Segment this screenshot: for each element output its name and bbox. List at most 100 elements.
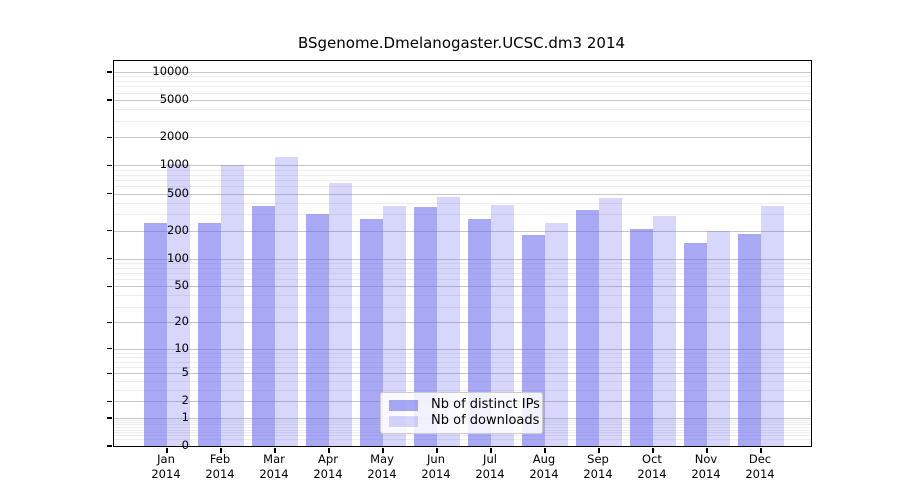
y-tick-mark [107,164,113,167]
x-tick-mark [490,447,492,453]
gridline-major [114,258,811,260]
gridline-minor [114,86,811,88]
x-tick-label-may: May 2014 [367,452,397,481]
x-tick-label-dec: Dec 2014 [745,452,775,481]
y-tick-label: 20 [174,314,189,329]
gridline-minor [114,295,811,297]
x-tick-mark [166,447,168,453]
x-tick-label-jul: Jul 2014 [475,452,505,481]
bar-downloads-mar [275,157,299,446]
y-tick-mark [107,257,113,260]
bar-downloads-apr [329,182,353,446]
y-tick-mark [107,192,113,195]
legend: Nb of distinct IPs Nb of downloads [380,392,543,434]
bar-distinct-ips-apr [306,214,330,446]
gridline-minor [114,267,811,269]
gridline-minor [114,389,811,391]
y-tick-label: 200 [167,222,189,237]
legend-label-distinct-ips: Nb of distinct IPs [431,397,540,412]
bar-downloads-sep [599,197,623,446]
x-tick-label-jun: Jun 2014 [421,452,451,481]
bar-downloads-aug [545,223,569,446]
x-tick-label-nov: Nov 2014 [691,452,721,481]
gridline-major [114,286,811,288]
y-tick-mark [107,400,113,403]
y-tick-mark [107,445,113,447]
gridline-minor [114,202,811,204]
gridline-minor [114,435,811,437]
chart-title: BSgenome.Dmelanogaster.UCSC.dm3 2014 [297,34,626,52]
x-tick-label-aug: Aug 2014 [529,452,559,481]
x-tick-mark [598,447,600,453]
y-tick-label: 1 [181,409,189,424]
gridline-minor [114,279,811,281]
y-tick-mark [107,136,113,139]
gridline-minor [114,306,811,308]
x-tick-label-apr: Apr 2014 [313,452,343,481]
legend-item-distinct-ips: Nb of distinct IPs [389,398,540,412]
y-tick-label: 5 [181,365,189,380]
y-tick-mark [107,71,113,73]
gridline-major [114,100,811,102]
y-tick-label: 500 [167,185,189,200]
y-tick-label: 50 [174,278,189,293]
gridline-minor [114,179,811,181]
y-tick-label: 10000 [152,63,189,78]
bar-distinct-ips-mar [252,205,276,446]
bar-downloads-jul [491,205,515,446]
x-tick-mark [652,447,654,453]
gridline-minor [114,109,811,111]
bar-distinct-ips-jul [468,219,492,446]
gridline-minor [114,174,811,176]
gridline-minor [114,380,811,382]
gridline-minor [114,361,811,363]
gridline-minor [114,214,811,216]
bar-distinct-ips-may [360,218,384,446]
gridline-minor [114,81,811,83]
x-tick-label-sep: Sep 2014 [583,452,613,481]
y-tick-label: 10 [174,340,189,355]
gridline-minor [114,76,811,78]
y-tick-label: 100 [167,250,189,265]
bar-downloads-feb [221,165,245,446]
gridline-minor [114,262,811,264]
gridline-minor [114,169,811,171]
x-tick-label-oct: Oct 2014 [637,452,667,481]
bar-distinct-ips-feb [198,223,222,446]
bar-downloads-jan [167,163,191,446]
downloads-swatch [389,415,418,427]
gridline-major [114,71,811,73]
bar-downloads-dec [761,206,785,446]
bar-downloads-oct [653,215,677,446]
gridline-minor [114,356,811,358]
gridline-major [114,165,811,167]
gridline-minor [114,366,811,368]
y-tick-mark [107,285,113,288]
bar-downloads-jun [437,196,461,446]
gridline-minor [114,272,811,274]
gridline-minor [114,92,811,94]
x-tick-mark [382,447,384,453]
distinct-ips-swatch [389,399,418,411]
bar-distinct-ips-sep [576,210,600,446]
x-tick-mark [544,447,546,453]
legend-item-downloads: Nb of downloads [389,414,539,428]
x-tick-mark [328,447,330,453]
gridline-major [114,230,811,232]
y-tick-mark [107,372,113,374]
y-tick-mark [107,321,113,324]
gridline-minor [114,120,811,122]
x-tick-mark [220,447,222,453]
plot-area [107,60,812,453]
bar-distinct-ips-oct [630,228,654,446]
gridline-major [114,373,811,375]
x-tick-label-mar: Mar 2014 [259,452,289,481]
x-tick-label-feb: Feb 2014 [205,452,235,481]
x-tick-mark [760,447,762,453]
bar-distinct-ips-dec [738,233,762,446]
gridline-minor [114,186,811,188]
bar-downloads-may [383,205,407,446]
gridline-major [114,322,811,324]
gridline-minor [114,438,811,440]
